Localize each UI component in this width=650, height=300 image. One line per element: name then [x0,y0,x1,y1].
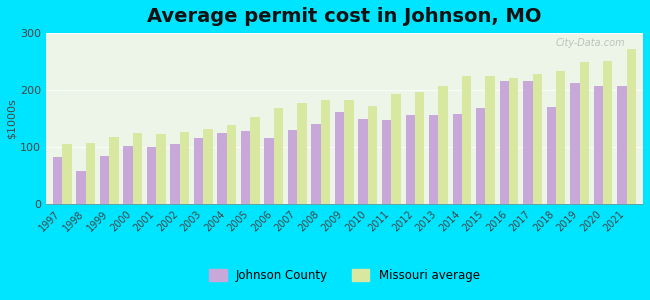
Bar [227,125,236,204]
Bar [147,147,156,204]
Bar [486,76,495,204]
Bar [415,92,424,204]
Bar [86,143,95,204]
Bar [570,82,580,204]
Bar [321,100,330,204]
Bar [500,82,509,204]
Y-axis label: $1000s: $1000s [7,98,17,139]
Bar [297,103,307,204]
Bar [439,86,448,204]
Bar [311,124,321,204]
Bar [124,146,133,204]
Bar [556,71,566,204]
Bar [100,156,109,204]
Bar [523,82,532,204]
Bar [368,106,377,204]
Bar [274,108,283,204]
Bar [618,86,627,204]
Bar [509,78,519,204]
Bar [344,100,354,204]
Bar [406,115,415,204]
Legend: Johnson County, Missouri average: Johnson County, Missouri average [204,265,485,287]
Bar [194,139,203,204]
Bar [603,61,612,204]
Bar [217,133,227,204]
Text: City-Data.com: City-Data.com [556,38,625,48]
Bar [62,144,72,204]
Bar [547,107,556,204]
Bar [627,49,636,204]
Bar [288,130,297,204]
Bar [429,115,439,204]
Bar [76,171,86,204]
Bar [250,117,260,204]
Bar [265,139,274,204]
Title: Average permit cost in Johnson, MO: Average permit cost in Johnson, MO [147,7,541,26]
Bar [170,144,180,204]
Bar [532,74,542,204]
Bar [462,76,471,204]
Bar [109,137,118,204]
Bar [359,118,368,204]
Bar [382,120,391,204]
Bar [391,94,401,204]
Bar [580,61,589,204]
Bar [203,129,213,204]
Bar [452,114,462,204]
Bar [241,131,250,204]
Bar [476,108,486,204]
Bar [180,132,189,204]
Bar [53,157,62,204]
Bar [593,86,603,204]
Bar [156,134,166,204]
Bar [335,112,344,204]
Bar [133,133,142,204]
